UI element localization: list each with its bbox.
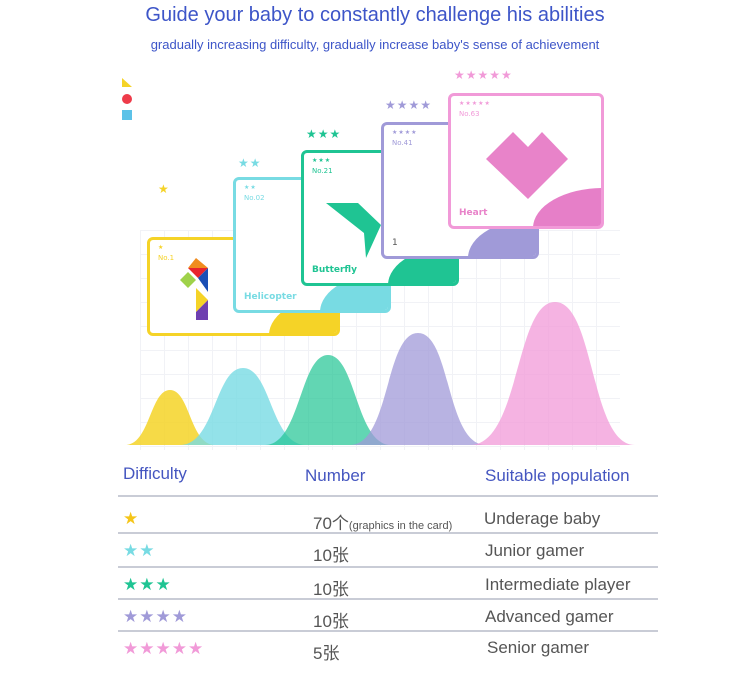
card-name: 1 — [392, 238, 398, 248]
card-mini-stars: ★★★★★ — [459, 100, 491, 107]
tangram-figure — [180, 258, 208, 320]
header-population: Suitable population — [485, 466, 630, 485]
header-number: Number — [305, 466, 366, 485]
bell-level-2 — [180, 368, 306, 445]
divider — [118, 630, 658, 632]
header-difficulty: Difficulty — [123, 464, 187, 483]
headline: Guide your baby to constantly challenge … — [145, 4, 605, 26]
number-value: 70个 — [313, 514, 349, 533]
row-number: 10张 — [313, 612, 349, 631]
divider — [118, 532, 658, 534]
row-stars: ★★★★★ — [123, 639, 205, 659]
bell-level-5 — [470, 302, 635, 445]
subheadline: gradually increasing difficulty, gradual… — [150, 37, 600, 52]
row-population: Intermediate player — [485, 575, 631, 594]
card-number: No.1 — [158, 254, 175, 262]
card-number: No.02 — [244, 194, 265, 202]
card-stars: ★★ — [238, 156, 262, 170]
card-stars: ★★★ — [306, 127, 342, 141]
card-number: No.41 — [392, 139, 413, 147]
row-stars: ★★★★ — [123, 607, 188, 627]
card-mini-stars: ★★★ — [312, 157, 332, 164]
card-stars: ★★★★★ — [454, 68, 513, 82]
number-note: (graphics in the card) — [348, 520, 453, 532]
card-mini-stars: ★★ — [244, 184, 257, 191]
card-stars: ★ — [158, 182, 170, 196]
butterfly-figure — [326, 203, 381, 258]
square-icon — [122, 110, 132, 120]
card-mini-stars: ★ — [158, 244, 165, 251]
card-name: Heart — [459, 208, 488, 218]
row-number: 70个(graphics in the card) — [313, 509, 452, 534]
bell-level-1 — [125, 390, 215, 445]
circle-icon — [122, 94, 132, 104]
row-stars: ★ — [123, 509, 140, 529]
card-number: No.21 — [312, 167, 333, 175]
row-stars: ★★ — [123, 541, 156, 561]
divider — [118, 598, 658, 600]
card-name: Helicopter — [244, 292, 297, 302]
row-population: Underage baby — [484, 509, 601, 528]
bell-level-4 — [350, 333, 486, 445]
row-number: 10张 — [313, 580, 349, 599]
row-stars: ★★★ — [123, 575, 172, 595]
card-stars: ★★★★ — [385, 98, 433, 112]
card-mini-stars: ★★★★ — [392, 129, 418, 136]
row-population: Advanced gamer — [485, 607, 614, 626]
card-level-5[interactable]: ★★★★★ No.63 Heart — [448, 93, 604, 229]
divider — [118, 566, 658, 568]
row-population: Senior gamer — [487, 638, 590, 657]
card-name: Butterfly — [312, 265, 357, 275]
triangle-icon — [122, 78, 132, 87]
row-population: Junior gamer — [485, 541, 585, 560]
divider — [118, 495, 658, 497]
row-number: 10张 — [313, 546, 349, 565]
heart-figure — [486, 132, 568, 199]
bell-level-3 — [265, 355, 391, 445]
row-number: 5张 — [313, 644, 340, 663]
card-number: No.63 — [459, 110, 480, 118]
